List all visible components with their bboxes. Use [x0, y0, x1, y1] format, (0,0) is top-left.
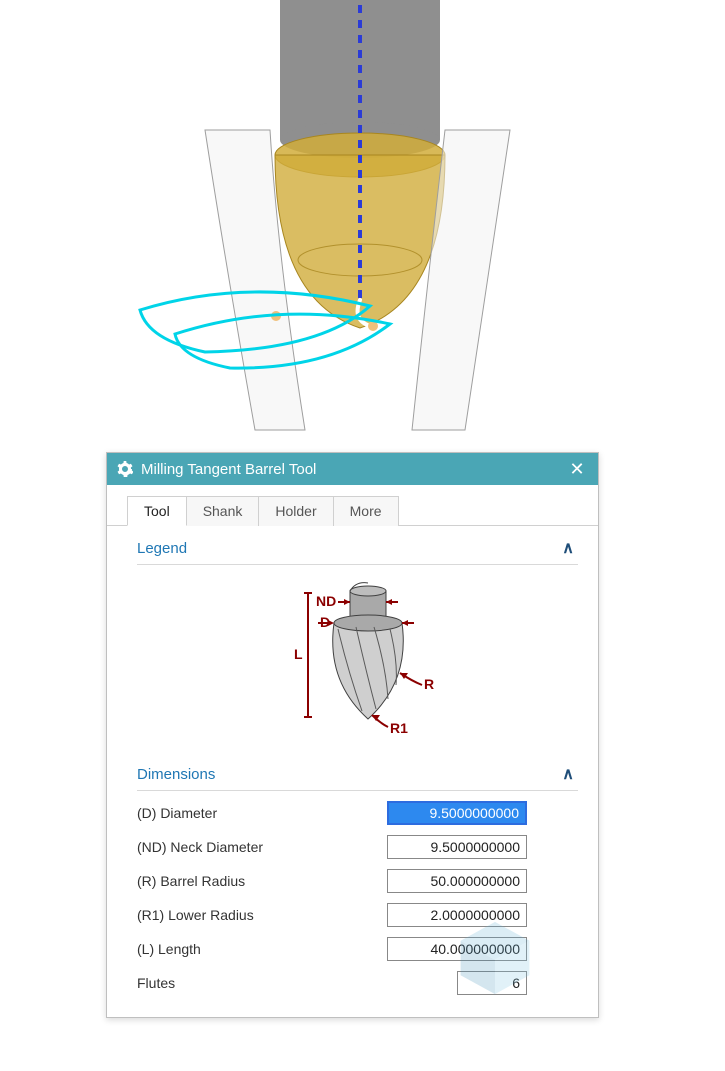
- section-title: Dimensions: [137, 766, 215, 783]
- field-label: (R1) Lower Radius: [137, 907, 387, 923]
- legend-diagram: L ND D R: [137, 575, 578, 758]
- dimensions-form: (D) Diameter (ND) Neck Diameter (R) Barr…: [137, 801, 578, 995]
- tab-holder[interactable]: Holder: [259, 496, 333, 526]
- field-label: (D) Diameter: [137, 805, 387, 821]
- diameter-input[interactable]: [387, 801, 527, 825]
- lower-radius-input[interactable]: [387, 903, 527, 927]
- field-length: (L) Length: [137, 937, 578, 961]
- section-header-dimensions[interactable]: Dimensions ∧: [137, 758, 578, 791]
- field-lower-radius: (R1) Lower Radius: [137, 903, 578, 927]
- tab-strip: Tool Shank Holder More: [107, 485, 598, 526]
- tab-more[interactable]: More: [334, 496, 399, 526]
- field-label: (L) Length: [137, 941, 387, 957]
- dialog-title: Milling Tangent Barrel Tool: [141, 461, 566, 478]
- length-input[interactable]: [387, 937, 527, 961]
- close-icon[interactable]: ✕: [566, 459, 588, 480]
- tool-dialog: Milling Tangent Barrel Tool ✕ Tool Shank…: [106, 452, 599, 1018]
- tab-label: Tool: [144, 503, 170, 519]
- tab-tool[interactable]: Tool: [127, 496, 187, 526]
- tab-shank[interactable]: Shank: [187, 496, 260, 526]
- viewport-3d: [0, 0, 725, 438]
- field-barrel-radius: (R) Barrel Radius: [137, 869, 578, 893]
- tab-label: More: [350, 503, 382, 519]
- gear-icon: [117, 461, 133, 477]
- field-label: Flutes: [137, 975, 387, 991]
- field-neck-diameter: (ND) Neck Diameter: [137, 835, 578, 859]
- neck-diameter-input[interactable]: [387, 835, 527, 859]
- field-label: (ND) Neck Diameter: [137, 839, 387, 855]
- dialog-titlebar[interactable]: Milling Tangent Barrel Tool ✕: [107, 453, 598, 485]
- legend-label-nd: ND: [316, 593, 336, 609]
- tab-label: Holder: [275, 503, 316, 519]
- legend-label-r: R: [424, 676, 434, 692]
- field-flutes: Flutes: [137, 971, 578, 995]
- field-diameter: (D) Diameter: [137, 801, 578, 825]
- legend-label-l: L: [294, 646, 303, 662]
- chevron-up-icon[interactable]: ∧: [562, 764, 578, 784]
- section-header-legend[interactable]: Legend ∧: [137, 532, 578, 565]
- tab-label: Shank: [203, 503, 243, 519]
- legend-label-r1: R1: [390, 720, 408, 736]
- section-title: Legend: [137, 540, 187, 557]
- flutes-input[interactable]: [457, 971, 527, 995]
- barrel-radius-input[interactable]: [387, 869, 527, 893]
- chevron-up-icon[interactable]: ∧: [562, 538, 578, 558]
- field-label: (R) Barrel Radius: [137, 873, 387, 889]
